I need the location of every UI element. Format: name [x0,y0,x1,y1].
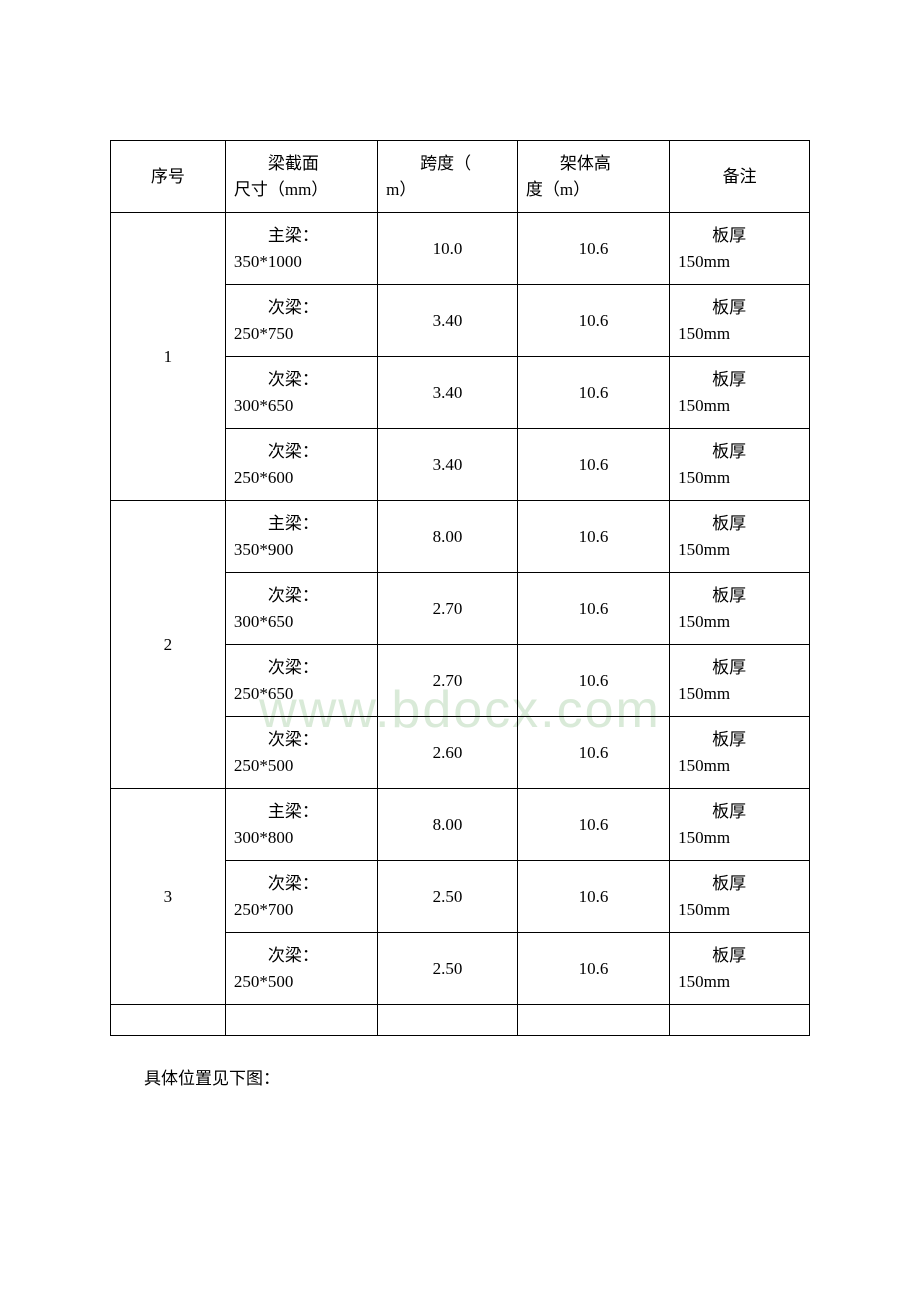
height-cell: 10.6 [517,573,669,645]
table-row: 2主梁：350*9008.0010.6板厚150mm [111,501,810,573]
beam-cell: 主梁：350*900 [225,501,377,573]
beam-cell: 次梁：250*600 [225,429,377,501]
beam-cell: 次梁：250*500 [225,933,377,1005]
empty-cell [225,1005,377,1036]
note-cell: 板厚150mm [670,357,810,429]
table-empty-row [111,1005,810,1036]
span-cell: 2.50 [378,861,518,933]
span-cell: 3.40 [378,285,518,357]
note-cell: 板厚150mm [670,573,810,645]
beam-cell: 次梁：250*500 [225,717,377,789]
seq-cell: 2 [111,501,226,789]
header-span: 跨度（m） [378,141,518,213]
height-cell: 10.6 [517,429,669,501]
height-cell: 10.6 [517,933,669,1005]
beam-cell: 次梁：250*700 [225,861,377,933]
table-header-row: 序号梁截面尺寸（mm）跨度（m）架体高度（m）备注 [111,141,810,213]
caption-text: 具体位置见下图： [110,1064,810,1089]
beam-cell: 主梁：350*1000 [225,213,377,285]
note-cell: 板厚150mm [670,861,810,933]
beam-cell: 次梁：250*750 [225,285,377,357]
header-beam: 梁截面尺寸（mm） [225,141,377,213]
header-height: 架体高度（m） [517,141,669,213]
seq-cell: 1 [111,213,226,501]
note-cell: 板厚150mm [670,501,810,573]
height-cell: 10.6 [517,501,669,573]
header-note: 备注 [670,141,810,213]
note-cell: 板厚150mm [670,285,810,357]
beam-cell: 次梁：250*650 [225,645,377,717]
span-cell: 2.60 [378,717,518,789]
height-cell: 10.6 [517,717,669,789]
note-cell: 板厚150mm [670,717,810,789]
beam-cell: 次梁：300*650 [225,357,377,429]
beam-table: 序号梁截面尺寸（mm）跨度（m）架体高度（m）备注1主梁：350*100010.… [110,140,810,1036]
table-row: 1主梁：350*100010.010.6板厚150mm [111,213,810,285]
note-cell: 板厚150mm [670,789,810,861]
height-cell: 10.6 [517,213,669,285]
height-cell: 10.6 [517,645,669,717]
height-cell: 10.6 [517,285,669,357]
span-cell: 8.00 [378,501,518,573]
height-cell: 10.6 [517,861,669,933]
empty-cell [517,1005,669,1036]
seq-cell: 3 [111,789,226,1005]
empty-cell [111,1005,226,1036]
span-cell: 2.70 [378,645,518,717]
table-row: 3主梁：300*8008.0010.6板厚150mm [111,789,810,861]
note-cell: 板厚150mm [670,933,810,1005]
height-cell: 10.6 [517,789,669,861]
note-cell: 板厚150mm [670,645,810,717]
note-cell: 板厚150mm [670,429,810,501]
header-seq: 序号 [111,141,226,213]
span-cell: 2.50 [378,933,518,1005]
height-cell: 10.6 [517,357,669,429]
beam-cell: 主梁：300*800 [225,789,377,861]
empty-cell [378,1005,518,1036]
span-cell: 3.40 [378,429,518,501]
span-cell: 8.00 [378,789,518,861]
beam-cell: 次梁：300*650 [225,573,377,645]
note-cell: 板厚150mm [670,213,810,285]
span-cell: 3.40 [378,357,518,429]
span-cell: 2.70 [378,573,518,645]
empty-cell [670,1005,810,1036]
span-cell: 10.0 [378,213,518,285]
